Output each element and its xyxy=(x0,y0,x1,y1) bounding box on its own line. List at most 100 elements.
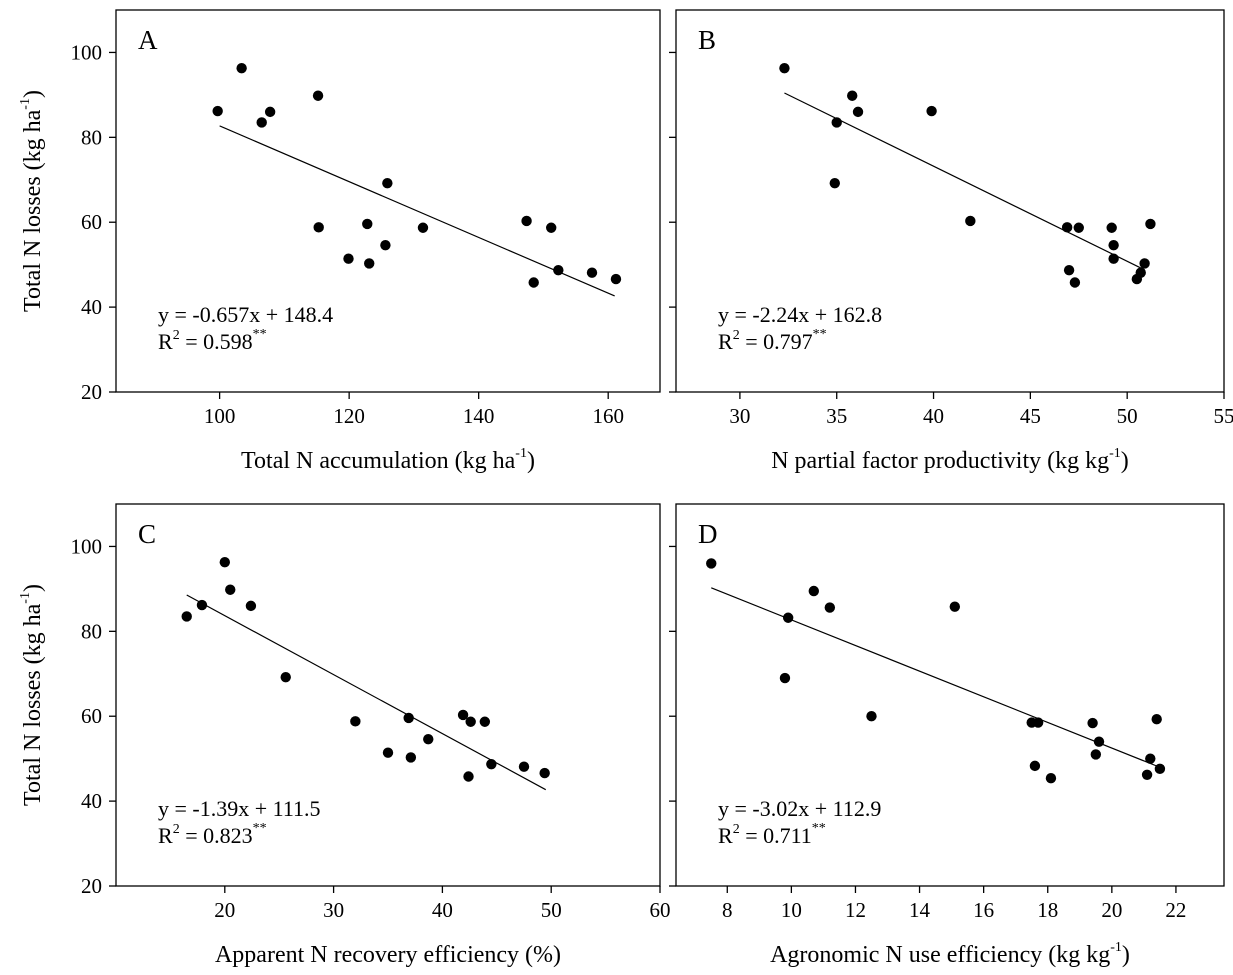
data-point xyxy=(196,599,208,611)
data-point xyxy=(1139,258,1150,269)
data-point xyxy=(1073,222,1084,233)
x-tick-label: 40 xyxy=(923,404,944,428)
data-point xyxy=(949,601,961,612)
data-point xyxy=(343,253,354,264)
x-tick-label: 22 xyxy=(1165,898,1186,922)
x-axis-title: Agronomic N use efficiency (kg kg-1) xyxy=(770,940,1130,968)
x-tick-label: 14 xyxy=(909,898,931,922)
x-axis-title: Apparent N recovery efficiency (%) xyxy=(215,942,561,968)
regression-equation: y = -3.02x + 112.9 xyxy=(718,796,881,821)
data-point xyxy=(225,584,236,595)
panel-c: 20 30 40 50 60 20 40 60 80 100 Cy = -1.39x + 111.5… xyxy=(18,503,671,968)
x-tick-label: 10 xyxy=(781,898,802,922)
data-point xyxy=(364,258,375,269)
data-point xyxy=(553,264,564,276)
data-point xyxy=(465,716,476,727)
data-point xyxy=(256,117,267,128)
data-point xyxy=(1087,717,1098,729)
data-point xyxy=(181,611,192,622)
y-tick-label: 20 xyxy=(81,380,102,404)
data-point xyxy=(852,106,864,118)
x-tick-label: 40 xyxy=(432,898,453,922)
regression-line xyxy=(784,92,1145,271)
data-point xyxy=(847,90,858,101)
x-tick-label: 20 xyxy=(1101,898,1122,922)
x-tick-label: 35 xyxy=(826,404,847,428)
data-point xyxy=(245,600,257,612)
data-point xyxy=(1093,736,1105,747)
data-point xyxy=(1106,222,1117,233)
data-point xyxy=(312,90,324,101)
data-point xyxy=(1090,749,1102,760)
data-point xyxy=(219,556,230,568)
data-point xyxy=(479,716,491,727)
data-point xyxy=(1108,253,1119,264)
data-point xyxy=(1029,760,1041,772)
data-point xyxy=(829,177,840,189)
data-point xyxy=(824,602,836,613)
regression-equation: y = -2.24x + 162.8 xyxy=(718,302,882,327)
regression-line xyxy=(219,125,615,297)
x-tick-label: 30 xyxy=(729,404,750,428)
plot-frame xyxy=(675,9,1225,393)
y-tick-label: 100 xyxy=(71,534,103,558)
plot-frame xyxy=(115,503,661,887)
data-point xyxy=(1045,772,1057,784)
data-point xyxy=(1141,769,1153,780)
regression-equation: y = -1.39x + 111.5 xyxy=(158,796,321,821)
data-point xyxy=(926,105,937,117)
x-tick-label: 100 xyxy=(204,404,236,428)
data-point xyxy=(417,222,429,233)
data-point xyxy=(350,716,361,727)
data-point xyxy=(313,222,324,233)
data-point xyxy=(1151,713,1162,725)
data-point xyxy=(521,215,532,227)
panel-letter: D xyxy=(698,519,718,549)
data-point xyxy=(362,218,373,230)
panel-b: 30 35 40 45 50 55 By = -2.24x + 162.8R2 = 0.79… xyxy=(669,9,1233,474)
r-squared: R2 = 0.711** xyxy=(718,821,826,848)
data-point xyxy=(965,215,976,227)
x-axis-title: N partial factor productivity (kg kg-1) xyxy=(771,446,1129,474)
data-point xyxy=(1061,222,1073,233)
data-point xyxy=(782,612,794,623)
y-tick-label: 20 xyxy=(81,874,102,898)
data-point xyxy=(264,106,276,118)
regression-equation: y = -0.657x + 148.4 xyxy=(158,302,333,327)
y-tick-label: 80 xyxy=(81,125,102,149)
data-point xyxy=(1145,218,1156,230)
y-tick-label: 80 xyxy=(81,619,102,643)
data-point xyxy=(380,239,391,251)
x-tick-label: 160 xyxy=(592,404,624,428)
y-tick-label: 100 xyxy=(71,40,103,64)
data-point xyxy=(779,672,791,684)
data-point xyxy=(866,711,877,722)
data-point xyxy=(1145,753,1156,764)
data-point xyxy=(457,709,469,721)
x-tick-label: 60 xyxy=(650,898,671,922)
data-point xyxy=(236,62,247,74)
x-tick-label: 50 xyxy=(541,898,562,922)
data-point xyxy=(382,747,394,758)
panel-letter: B xyxy=(698,25,716,55)
data-point xyxy=(463,771,474,782)
x-tick-label: 140 xyxy=(463,404,495,428)
r-squared: R2 = 0.823** xyxy=(158,821,267,848)
x-axis-title: Total N accumulation (kg ha-1) xyxy=(241,446,535,474)
x-tick-label: 8 xyxy=(722,898,733,922)
data-point xyxy=(1069,277,1081,288)
x-tick-label: 120 xyxy=(333,404,365,428)
data-point xyxy=(212,105,223,117)
y-tick-label: 60 xyxy=(81,210,102,234)
data-point xyxy=(382,177,393,189)
panel-d: 8 10 12 14 16 18 20 22 Dy = -3.02x + 112.9R2 = 0… xyxy=(669,503,1225,968)
data-point xyxy=(706,558,717,569)
data-point xyxy=(779,62,790,74)
plot-frame xyxy=(115,9,661,393)
panel-letter: C xyxy=(138,519,156,549)
data-point xyxy=(403,712,414,724)
panel-letter: A xyxy=(138,25,158,55)
x-tick-label: 12 xyxy=(845,898,866,922)
data-point xyxy=(518,761,530,772)
